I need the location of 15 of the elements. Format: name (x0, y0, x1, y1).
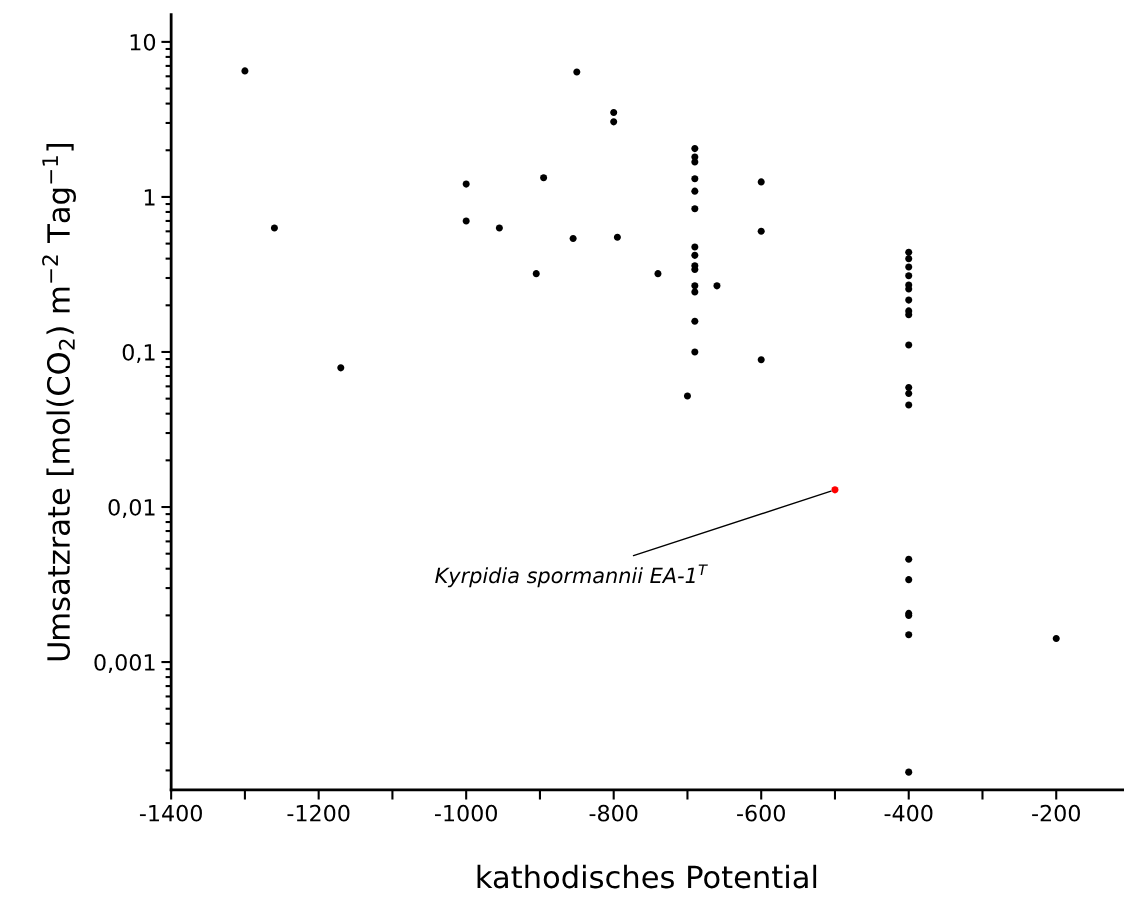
y-tick-label: 10 (130, 33, 156, 51)
annotation: Kyrpidia spormannii EA-1$^{T}$ (435, 564, 708, 588)
x-tick-label: -600 (737, 804, 785, 822)
y-tick-label: 0,001 (94, 654, 155, 674)
x-tick-label: -200 (1032, 804, 1080, 822)
y-axis-title: Umsatzrate [mol(CO$_{2}$) m$^{−2}$ Tag$^{−1}$] (42, 144, 76, 661)
y-tick-label: 0,01 (108, 498, 155, 519)
x-tick-label: -400 (884, 804, 933, 822)
x-tick-label: -1400 (139, 804, 202, 822)
y-tick-label: 0,1 (122, 343, 155, 363)
x-tick-label: -1000 (434, 804, 497, 822)
x-axis-title: kathodisches Potential (477, 864, 817, 889)
x-tick-label: -800 (589, 804, 638, 822)
y-tick-label: 1 (144, 189, 155, 206)
x-tick-label: -1200 (287, 804, 350, 822)
